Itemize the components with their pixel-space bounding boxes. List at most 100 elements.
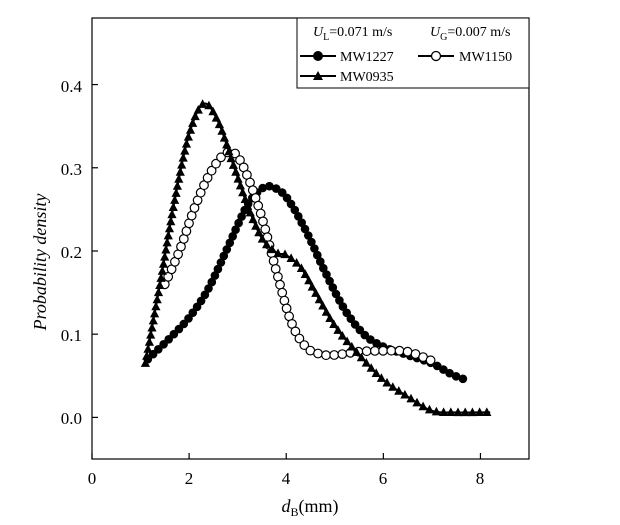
data-point bbox=[275, 279, 285, 290]
data-point bbox=[222, 245, 232, 254]
data-point bbox=[160, 252, 170, 261]
data-point bbox=[321, 350, 331, 361]
data-point bbox=[183, 132, 193, 141]
data-point bbox=[171, 188, 181, 197]
data-point bbox=[237, 212, 246, 221]
data-point bbox=[333, 325, 343, 334]
data-point bbox=[211, 158, 221, 169]
data-point bbox=[337, 331, 347, 340]
data-point bbox=[210, 271, 220, 280]
data-point bbox=[198, 99, 208, 108]
data-point bbox=[386, 345, 397, 356]
data-point bbox=[231, 225, 240, 234]
data-point bbox=[231, 167, 241, 176]
data-point bbox=[204, 100, 214, 110]
data-point bbox=[347, 341, 357, 351]
x-axis-title: dB(mm) bbox=[281, 496, 338, 519]
legend-marker-mw1150 bbox=[430, 50, 442, 62]
data-point bbox=[177, 160, 187, 169]
data-point bbox=[361, 358, 371, 367]
data-point bbox=[233, 174, 243, 183]
data-point bbox=[161, 244, 171, 254]
data-point bbox=[402, 346, 413, 357]
data-point bbox=[310, 244, 319, 253]
data-point bbox=[180, 146, 190, 155]
data-point bbox=[451, 372, 461, 381]
x-tick-label: 4 bbox=[282, 469, 291, 488]
data-point bbox=[245, 207, 255, 217]
data-point bbox=[318, 300, 328, 310]
data-point bbox=[325, 276, 334, 286]
series-mw0935 bbox=[140, 99, 492, 417]
axis-ticks bbox=[91, 83, 482, 459]
data-point bbox=[280, 249, 290, 259]
data-point bbox=[439, 365, 448, 374]
data-point bbox=[148, 315, 158, 325]
data-point bbox=[228, 160, 238, 169]
data-point bbox=[226, 153, 236, 163]
data-point bbox=[337, 349, 348, 360]
data-point bbox=[168, 202, 178, 211]
data-point bbox=[150, 308, 160, 318]
data-point bbox=[193, 105, 203, 114]
data-point bbox=[214, 119, 224, 129]
data-point bbox=[418, 401, 428, 411]
data-point bbox=[257, 234, 267, 243]
data-point bbox=[273, 248, 283, 258]
data-point bbox=[304, 231, 313, 240]
data-point bbox=[277, 287, 288, 298]
data-point bbox=[338, 302, 348, 311]
data-point bbox=[294, 212, 303, 221]
data-point bbox=[406, 393, 416, 403]
data-point bbox=[260, 224, 271, 235]
x-tick-label: 2 bbox=[185, 469, 194, 488]
data-point bbox=[216, 152, 226, 163]
data-point bbox=[240, 194, 250, 203]
data-point bbox=[188, 308, 198, 318]
data-point bbox=[453, 407, 463, 417]
x-tick-label: 0 bbox=[88, 469, 97, 488]
data-point bbox=[446, 407, 456, 416]
data-point bbox=[147, 322, 157, 332]
data-point bbox=[460, 407, 470, 417]
data-point bbox=[304, 275, 314, 285]
data-point bbox=[361, 346, 372, 357]
data-point bbox=[370, 346, 380, 356]
data-point bbox=[175, 167, 185, 176]
data-point bbox=[273, 271, 283, 282]
data-point bbox=[292, 258, 302, 267]
x-tick-label: 6 bbox=[379, 469, 388, 488]
data-point bbox=[356, 352, 366, 362]
data-point bbox=[206, 165, 217, 176]
data-point bbox=[319, 263, 328, 273]
data-point bbox=[371, 368, 381, 377]
y-tick-label: 0.0 bbox=[61, 409, 82, 428]
data-point bbox=[255, 208, 266, 219]
data-point bbox=[265, 181, 274, 191]
data-point bbox=[424, 404, 435, 414]
data-point bbox=[166, 216, 176, 226]
data-point bbox=[163, 230, 173, 240]
legend-label-mw0935: MW0935 bbox=[340, 70, 394, 85]
data-point bbox=[140, 358, 150, 367]
data-point bbox=[300, 224, 310, 234]
legend-marker-mw1227 bbox=[313, 51, 323, 61]
data-point bbox=[268, 256, 279, 266]
data-point bbox=[297, 218, 307, 227]
data-point bbox=[151, 301, 161, 311]
data-point bbox=[400, 389, 410, 399]
data-point bbox=[366, 363, 376, 372]
data-point bbox=[219, 251, 229, 261]
y-axis-title: Probability density bbox=[30, 194, 50, 332]
data-point bbox=[388, 382, 398, 391]
data-point bbox=[372, 339, 381, 348]
data-point bbox=[162, 237, 172, 247]
data-point bbox=[152, 294, 162, 304]
series-layer bbox=[140, 99, 492, 417]
data-point bbox=[331, 289, 341, 299]
data-point bbox=[328, 283, 338, 292]
data-point bbox=[329, 319, 339, 328]
data-point bbox=[425, 355, 436, 366]
data-point bbox=[394, 345, 405, 356]
